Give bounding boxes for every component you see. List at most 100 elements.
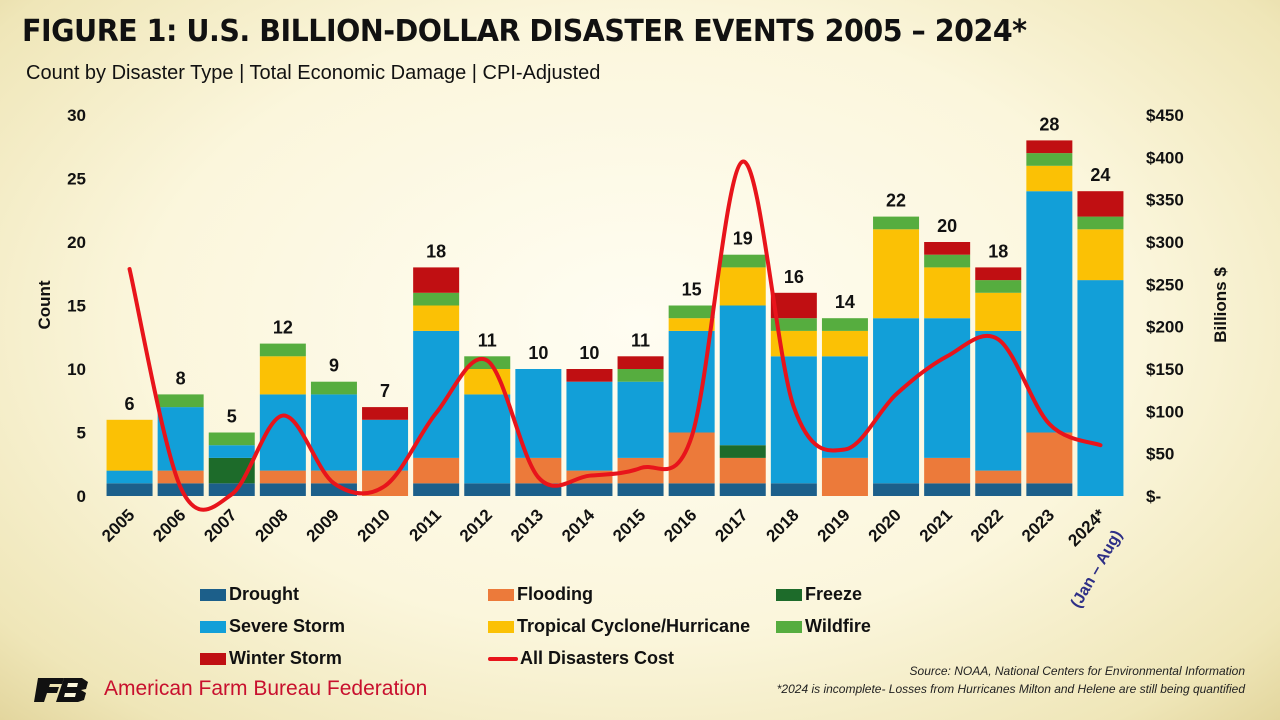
- chart-legend: Drought Flooding Freeze Severe Storm Tro…: [200, 584, 920, 680]
- bar-total-label: 19: [733, 229, 753, 249]
- y-tick-label: 10: [67, 360, 86, 379]
- bar-flooding: [310, 470, 357, 484]
- chart-subtitle: Count by Disaster Type | Total Economic …: [26, 62, 601, 84]
- bar-total-label: 10: [579, 343, 599, 363]
- bar-severe-storm: [464, 394, 511, 484]
- y2-tick-label: $-: [1146, 487, 1161, 506]
- x-tick-label: 2014: [558, 505, 599, 546]
- bar-total-label: 15: [682, 280, 702, 300]
- bar-severe-storm: [873, 318, 920, 484]
- legend-label-all-disasters-cost: All Disasters Cost: [520, 648, 675, 668]
- bar-wildfire: [617, 369, 664, 382]
- legend-label-severe-storm: Severe Storm: [229, 616, 346, 636]
- y2-tick-label: $450: [1146, 106, 1184, 125]
- x-tick-label: 2023: [1018, 505, 1058, 545]
- bar-severe-storm: [106, 470, 153, 484]
- bar-wildfire: [975, 280, 1022, 293]
- bar-total-label: 18: [426, 241, 446, 261]
- bar-wildfire: [1026, 153, 1073, 166]
- bar-total-label: 16: [784, 267, 804, 287]
- legend-swatch-drought: [200, 588, 226, 601]
- legend-label-drought: Drought: [229, 584, 299, 604]
- bar-total-label: 5: [227, 407, 237, 427]
- bar-winter-storm: [362, 407, 409, 420]
- x-tick-label: 2005: [98, 505, 138, 545]
- legend-item-winter-storm: Winter Storm: [200, 648, 342, 669]
- bar-severe-storm: [821, 356, 868, 458]
- legend-item-drought: Drought: [200, 584, 299, 605]
- bar-total-label: 28: [1039, 114, 1059, 134]
- x-tick-label: 2022: [967, 505, 1007, 545]
- bar-drought: [873, 483, 920, 496]
- legend-label-freeze: Freeze: [805, 584, 863, 604]
- bar-flooding: [975, 470, 1022, 484]
- y2-tick-label: $200: [1146, 318, 1184, 337]
- bar-freeze: [719, 445, 766, 458]
- bar-tropical-cyclone-hurricane: [821, 330, 868, 357]
- x-tick-label: 2006: [149, 505, 189, 545]
- legend-swatch-winter-storm: [200, 652, 226, 665]
- bar-tropical-cyclone-hurricane: [106, 419, 153, 471]
- legend-swatch-all-disasters-cost: [488, 656, 518, 661]
- y2-tick-label: $300: [1146, 233, 1184, 252]
- bar-drought: [413, 483, 460, 496]
- bar-wildfire: [873, 216, 920, 230]
- bar-wildfire: [924, 254, 971, 268]
- bar-severe-storm: [975, 330, 1022, 471]
- y2-axis-label: Billions $: [1211, 267, 1230, 343]
- source-note: Source: NOAA, National Centers for Envir…: [777, 662, 1245, 698]
- x-tick-label: 2012: [456, 505, 496, 545]
- x-tick-label: 2015: [609, 505, 649, 545]
- y2-tick-label: $100: [1146, 402, 1184, 421]
- source-line: Source: NOAA, National Centers for Envir…: [909, 664, 1245, 678]
- legend-item-severe-storm: Severe Storm: [200, 616, 345, 637]
- legend-label-winter-storm: Winter Storm: [229, 648, 342, 668]
- bar-total-label: 14: [835, 292, 855, 312]
- bar-wildfire: [719, 254, 766, 268]
- bar-severe-storm: [719, 305, 766, 446]
- bar-winter-storm: [975, 267, 1022, 281]
- x-tick-label: 2019: [814, 505, 854, 545]
- legend-item-flooding: Flooding: [488, 584, 593, 605]
- bar-wildfire: [413, 292, 460, 306]
- legend-item-tropical-cyclone: Tropical Cyclone/Hurricane: [488, 616, 750, 637]
- x-tick-label: 2018: [762, 505, 802, 545]
- x-tick-label: 2008: [251, 505, 291, 545]
- bar-total-label: 24: [1090, 165, 1110, 185]
- bar-drought: [1026, 483, 1073, 496]
- bar-tropical-cyclone-hurricane: [413, 305, 460, 331]
- legend-item-all-disasters-cost: All Disasters Cost: [488, 648, 674, 669]
- bar-tropical-cyclone-hurricane: [1077, 229, 1124, 281]
- bar-severe-storm: [208, 445, 255, 458]
- legend-swatch-flooding: [488, 588, 514, 601]
- bar-drought: [719, 483, 766, 496]
- bar-drought: [975, 483, 1022, 496]
- bar-flooding: [719, 457, 766, 484]
- bar-drought: [566, 483, 613, 496]
- bar-winter-storm: [413, 267, 460, 293]
- y2-tick-label: $400: [1146, 148, 1184, 167]
- bar-drought: [668, 483, 715, 496]
- bar-total-label: 9: [329, 356, 339, 376]
- bar-tropical-cyclone-hurricane: [719, 267, 766, 306]
- y2-tick-label: $150: [1146, 360, 1184, 379]
- footnote: *2024 is incomplete- Losses from Hurrica…: [776, 682, 1245, 696]
- y-tick-label: 25: [67, 170, 86, 189]
- bar-flooding: [413, 457, 460, 484]
- bar-severe-storm: [362, 419, 409, 471]
- legend-label-flooding: Flooding: [517, 584, 593, 604]
- bar-drought: [310, 483, 357, 496]
- bar-wildfire: [310, 381, 357, 395]
- bar-drought: [259, 483, 306, 496]
- bar-drought: [924, 483, 971, 496]
- x-tick-label: 2011: [405, 505, 445, 545]
- y-tick-label: 15: [67, 297, 86, 316]
- bar-winter-storm: [924, 242, 971, 255]
- x-tick-label: 2016: [660, 505, 700, 545]
- bar-total-label: 10: [528, 343, 548, 363]
- bar-winter-storm: [770, 292, 817, 319]
- legend-swatch-tropical-cyclone: [488, 620, 514, 633]
- x-tick-label: 2009: [303, 505, 343, 545]
- bar-tropical-cyclone-hurricane: [873, 229, 920, 319]
- bar-severe-storm: [924, 318, 971, 458]
